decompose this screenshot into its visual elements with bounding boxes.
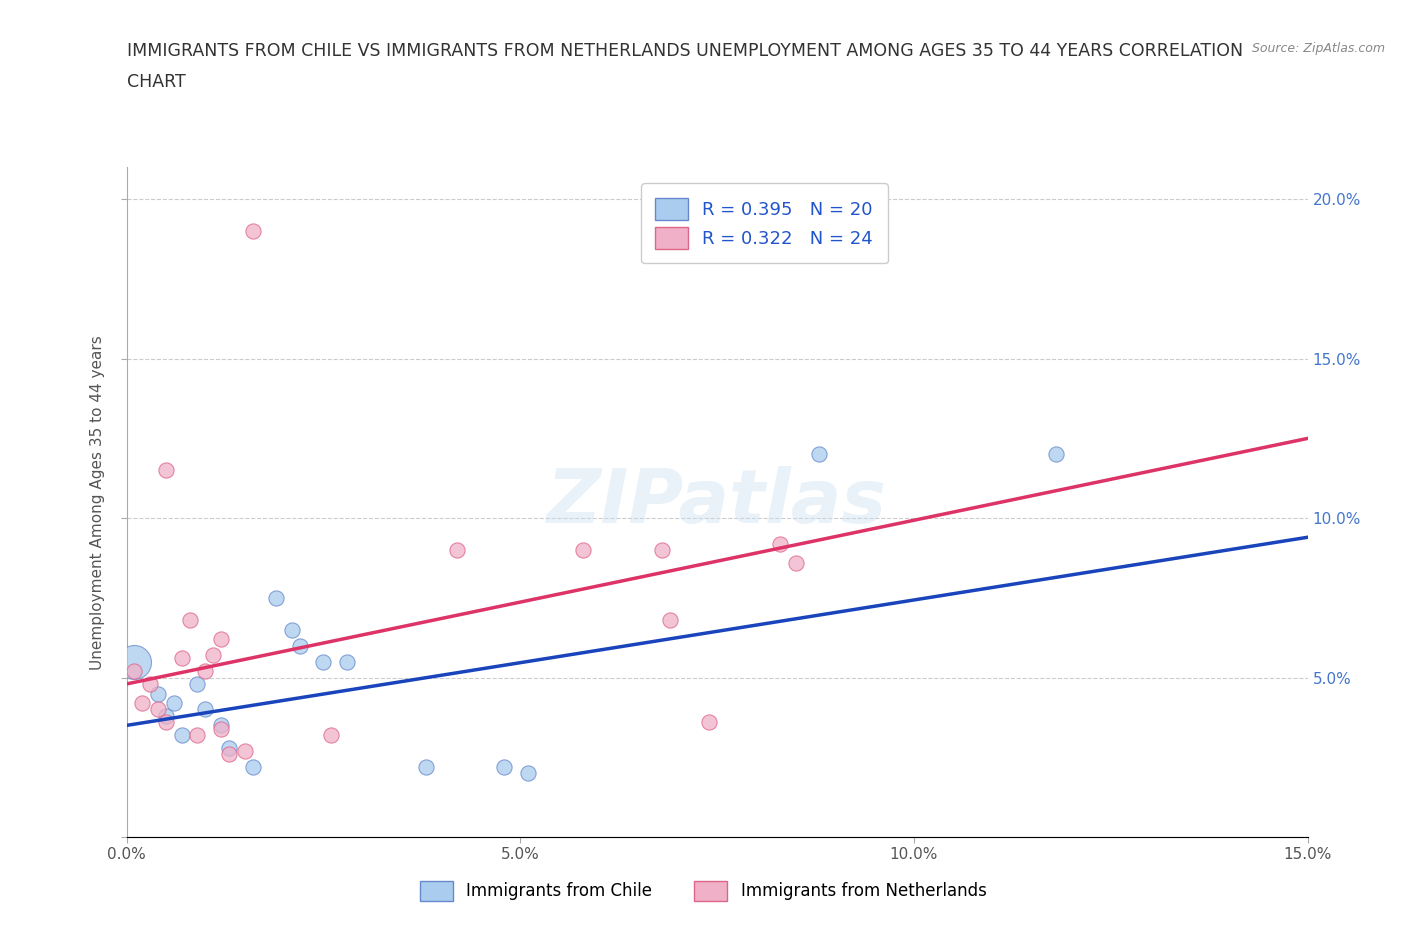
- Point: [233, 743, 256, 758]
- Point: [209, 721, 232, 736]
- Legend: Immigrants from Chile, Immigrants from Netherlands: Immigrants from Chile, Immigrants from N…: [413, 874, 993, 908]
- Point: [179, 613, 201, 628]
- Point: [139, 676, 162, 691]
- Point: [124, 664, 146, 679]
- Point: [242, 224, 264, 239]
- Point: [155, 709, 177, 724]
- Legend: R = 0.395   N = 20, R = 0.322   N = 24: R = 0.395 N = 20, R = 0.322 N = 24: [641, 183, 887, 263]
- Point: [1045, 447, 1067, 462]
- Point: [658, 613, 681, 628]
- Point: [312, 654, 335, 669]
- Point: [321, 727, 343, 742]
- Point: [494, 760, 516, 775]
- Point: [264, 591, 287, 605]
- Point: [288, 638, 311, 653]
- Point: [155, 715, 177, 730]
- Point: [517, 765, 540, 780]
- Point: [218, 747, 240, 762]
- Point: [170, 651, 193, 666]
- Text: ZIPatlas: ZIPatlas: [547, 466, 887, 538]
- Point: [415, 760, 437, 775]
- Point: [808, 447, 831, 462]
- Point: [163, 696, 186, 711]
- Point: [194, 664, 217, 679]
- Point: [155, 463, 177, 478]
- Point: [131, 696, 153, 711]
- Text: Source: ZipAtlas.com: Source: ZipAtlas.com: [1251, 42, 1385, 55]
- Point: [446, 542, 468, 557]
- Point: [202, 648, 225, 663]
- Point: [186, 676, 208, 691]
- Text: IMMIGRANTS FROM CHILE VS IMMIGRANTS FROM NETHERLANDS UNEMPLOYMENT AMONG AGES 35 : IMMIGRANTS FROM CHILE VS IMMIGRANTS FROM…: [127, 42, 1243, 60]
- Point: [336, 654, 359, 669]
- Point: [785, 555, 807, 570]
- Point: [194, 702, 217, 717]
- Point: [124, 654, 146, 669]
- Point: [651, 542, 673, 557]
- Point: [281, 622, 304, 637]
- Point: [769, 537, 792, 551]
- Point: [209, 631, 232, 646]
- Text: CHART: CHART: [127, 73, 186, 90]
- Point: [186, 727, 208, 742]
- Point: [218, 740, 240, 755]
- Point: [572, 542, 595, 557]
- Point: [146, 686, 169, 701]
- Point: [697, 715, 720, 730]
- Point: [242, 760, 264, 775]
- Point: [209, 718, 232, 733]
- Y-axis label: Unemployment Among Ages 35 to 44 years: Unemployment Among Ages 35 to 44 years: [90, 335, 105, 670]
- Point: [146, 702, 169, 717]
- Point: [170, 727, 193, 742]
